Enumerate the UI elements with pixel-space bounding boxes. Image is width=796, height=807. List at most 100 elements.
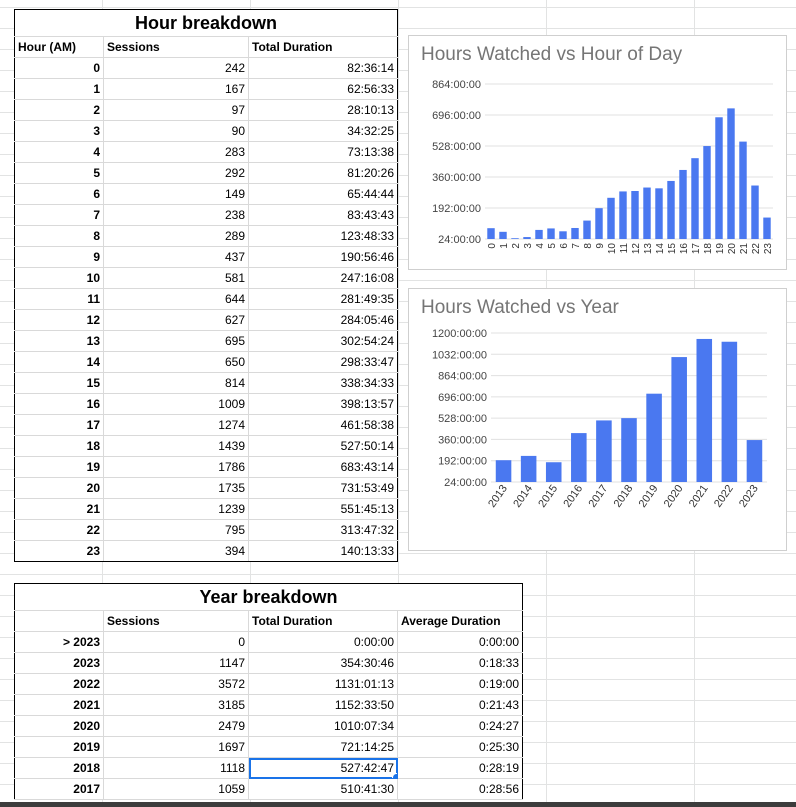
table-cell[interactable]: 1786: [103, 456, 249, 478]
table-cell[interactable]: 3572: [103, 673, 249, 695]
column-header[interactable]: Sessions: [103, 610, 249, 632]
table-cell[interactable]: 627: [103, 309, 249, 331]
bar[interactable]: [751, 185, 759, 239]
bar[interactable]: [715, 117, 723, 239]
fill-handle[interactable]: [392, 773, 397, 778]
bar[interactable]: [721, 341, 738, 482]
table-cell[interactable]: 65:44:44: [248, 183, 398, 205]
row-label[interactable]: 3: [14, 120, 104, 142]
table-title[interactable]: Hour breakdown: [14, 9, 398, 37]
table-cell[interactable]: 281:49:35: [248, 288, 398, 310]
table-cell[interactable]: 1697: [103, 736, 249, 758]
bar[interactable]: [619, 191, 627, 239]
bar[interactable]: [643, 187, 651, 239]
row-label[interactable]: 19: [14, 456, 104, 478]
row-label[interactable]: 2: [14, 99, 104, 121]
table-cell[interactable]: 1059: [103, 778, 249, 800]
year-breakdown-table[interactable]: Year breakdown Sessions Total Duration Aver…: [14, 583, 523, 800]
table-cell[interactable]: 0: [103, 631, 249, 653]
table-cell[interactable]: 527:50:14: [248, 435, 398, 457]
bar[interactable]: [679, 169, 687, 239]
bar[interactable]: [495, 460, 512, 482]
table-cell[interactable]: 695: [103, 330, 249, 352]
table-cell[interactable]: 167: [103, 78, 249, 100]
row-label[interactable]: 2020: [14, 715, 104, 737]
column-header[interactable]: [14, 610, 104, 632]
table-cell[interactable]: 83:43:43: [248, 204, 398, 226]
bar[interactable]: [583, 220, 591, 239]
table-cell[interactable]: 1735: [103, 477, 249, 499]
bar[interactable]: [559, 231, 567, 239]
table-cell[interactable]: 581: [103, 267, 249, 289]
bar[interactable]: [523, 237, 531, 239]
row-label[interactable]: 22: [14, 519, 104, 541]
row-label[interactable]: 23: [14, 540, 104, 562]
table-cell[interactable]: 313:47:32: [248, 519, 398, 541]
bar[interactable]: [631, 191, 639, 239]
hour-breakdown-table[interactable]: Hour breakdown Hour (AM) Sessions Total Dur…: [14, 9, 398, 562]
table-cell[interactable]: 354:30:46: [248, 652, 398, 674]
row-label[interactable]: 21: [14, 498, 104, 520]
bar[interactable]: [727, 108, 735, 239]
column-header[interactable]: Total Duration: [248, 610, 398, 632]
column-header[interactable]: Average Duration: [397, 610, 523, 632]
column-header[interactable]: Sessions: [103, 36, 249, 58]
table-cell[interactable]: 140:13:33: [248, 540, 398, 562]
table-cell[interactable]: 242: [103, 57, 249, 79]
bar[interactable]: [547, 228, 555, 239]
row-label[interactable]: 20: [14, 477, 104, 499]
row-label[interactable]: 2022: [14, 673, 104, 695]
table-cell[interactable]: 90: [103, 120, 249, 142]
table-cell[interactable]: 394: [103, 540, 249, 562]
table-cell[interactable]: 0:25:30: [397, 736, 523, 758]
table-cell[interactable]: 461:58:38: [248, 414, 398, 436]
row-label[interactable]: 4: [14, 141, 104, 163]
row-label[interactable]: 15: [14, 372, 104, 394]
column-header[interactable]: Total Duration: [248, 36, 398, 58]
table-cell[interactable]: 0:24:27: [397, 715, 523, 737]
table-cell[interactable]: 238: [103, 204, 249, 226]
table-cell[interactable]: 0:19:00: [397, 673, 523, 695]
row-label[interactable]: 16: [14, 393, 104, 415]
row-label[interactable]: 1: [14, 78, 104, 100]
bar[interactable]: [571, 227, 579, 239]
table-cell[interactable]: 123:48:33: [248, 225, 398, 247]
bar[interactable]: [671, 357, 687, 482]
row-label[interactable]: 10: [14, 267, 104, 289]
table-cell[interactable]: 721:14:25: [248, 736, 398, 758]
table-cell[interactable]: 437: [103, 246, 249, 268]
table-cell[interactable]: 683:43:14: [248, 456, 398, 478]
row-label[interactable]: 17: [14, 414, 104, 436]
row-label[interactable]: 2019: [14, 736, 104, 758]
row-label[interactable]: 2018: [14, 757, 104, 779]
bar[interactable]: [511, 238, 519, 239]
bar[interactable]: [520, 455, 537, 482]
bar[interactable]: [571, 433, 587, 482]
bar[interactable]: [667, 180, 675, 239]
table-cell[interactable]: 284:05:46: [248, 309, 398, 331]
row-label[interactable]: 0: [14, 57, 104, 79]
table-cell[interactable]: 73:13:38: [248, 141, 398, 163]
table-cell[interactable]: 795: [103, 519, 249, 541]
table-cell[interactable]: 302:54:24: [248, 330, 398, 352]
table-cell[interactable]: 510:41:30: [248, 778, 398, 800]
bar[interactable]: [696, 338, 713, 482]
bar[interactable]: [746, 440, 763, 482]
table-cell[interactable]: 1010:07:34: [248, 715, 398, 737]
bar[interactable]: [596, 420, 612, 482]
bar[interactable]: [595, 208, 603, 239]
table-title[interactable]: Year breakdown: [14, 583, 523, 611]
table-cell[interactable]: 97: [103, 99, 249, 121]
table-cell[interactable]: 1152:33:50: [248, 694, 398, 716]
table-cell[interactable]: 0:18:33: [397, 652, 523, 674]
bar[interactable]: [739, 141, 747, 239]
table-cell[interactable]: 62:56:33: [248, 78, 398, 100]
row-label[interactable]: 12: [14, 309, 104, 331]
table-cell[interactable]: 1118: [103, 757, 249, 779]
table-cell[interactable]: 149: [103, 183, 249, 205]
table-cell[interactable]: 0:28:19: [397, 757, 523, 779]
row-label[interactable]: 11: [14, 288, 104, 310]
row-label[interactable]: 13: [14, 330, 104, 352]
column-header[interactable]: Hour (AM): [14, 36, 104, 58]
table-cell[interactable]: 1439: [103, 435, 249, 457]
